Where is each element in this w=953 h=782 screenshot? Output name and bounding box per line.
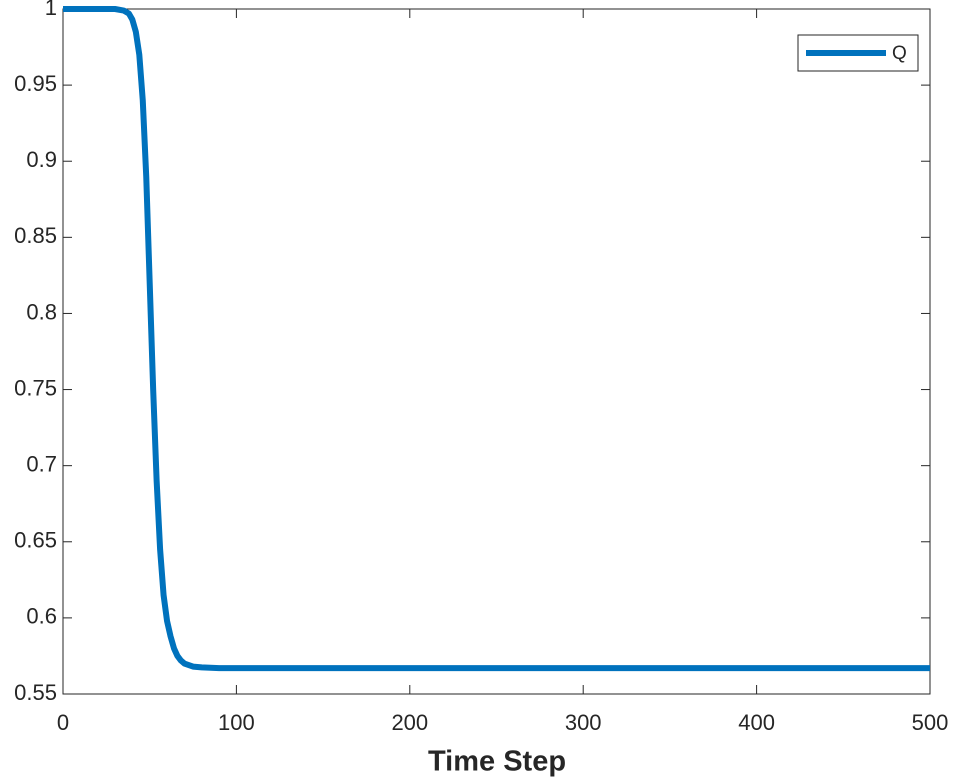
plot-area (62, 8, 931, 695)
y-tick-label: 0.7 (26, 451, 57, 476)
y-tick-label: 1 (45, 0, 57, 20)
y-tick-label: 0.95 (14, 71, 57, 96)
x-axis-label: Time Step (428, 746, 566, 778)
y-tick-label: 0.6 (26, 604, 57, 629)
x-tick-label: 200 (391, 710, 428, 735)
x-tick-label: 300 (565, 710, 602, 735)
legend-label: Q (892, 43, 907, 64)
x-tick-label: 100 (218, 710, 255, 735)
y-tick-label: 0.9 (26, 147, 57, 172)
x-tick-label: 400 (738, 710, 775, 735)
y-tick-label: 0.85 (14, 223, 57, 248)
y-tick-label: 0.65 (14, 528, 57, 553)
x-tick-label: 0 (57, 710, 69, 735)
x-tick-label: 500 (912, 710, 949, 735)
y-tick-label: 0.8 (26, 299, 57, 324)
y-tick-label: 0.55 (14, 680, 57, 705)
line (63, 6, 930, 672)
y-tick-label: 0.75 (14, 375, 57, 400)
